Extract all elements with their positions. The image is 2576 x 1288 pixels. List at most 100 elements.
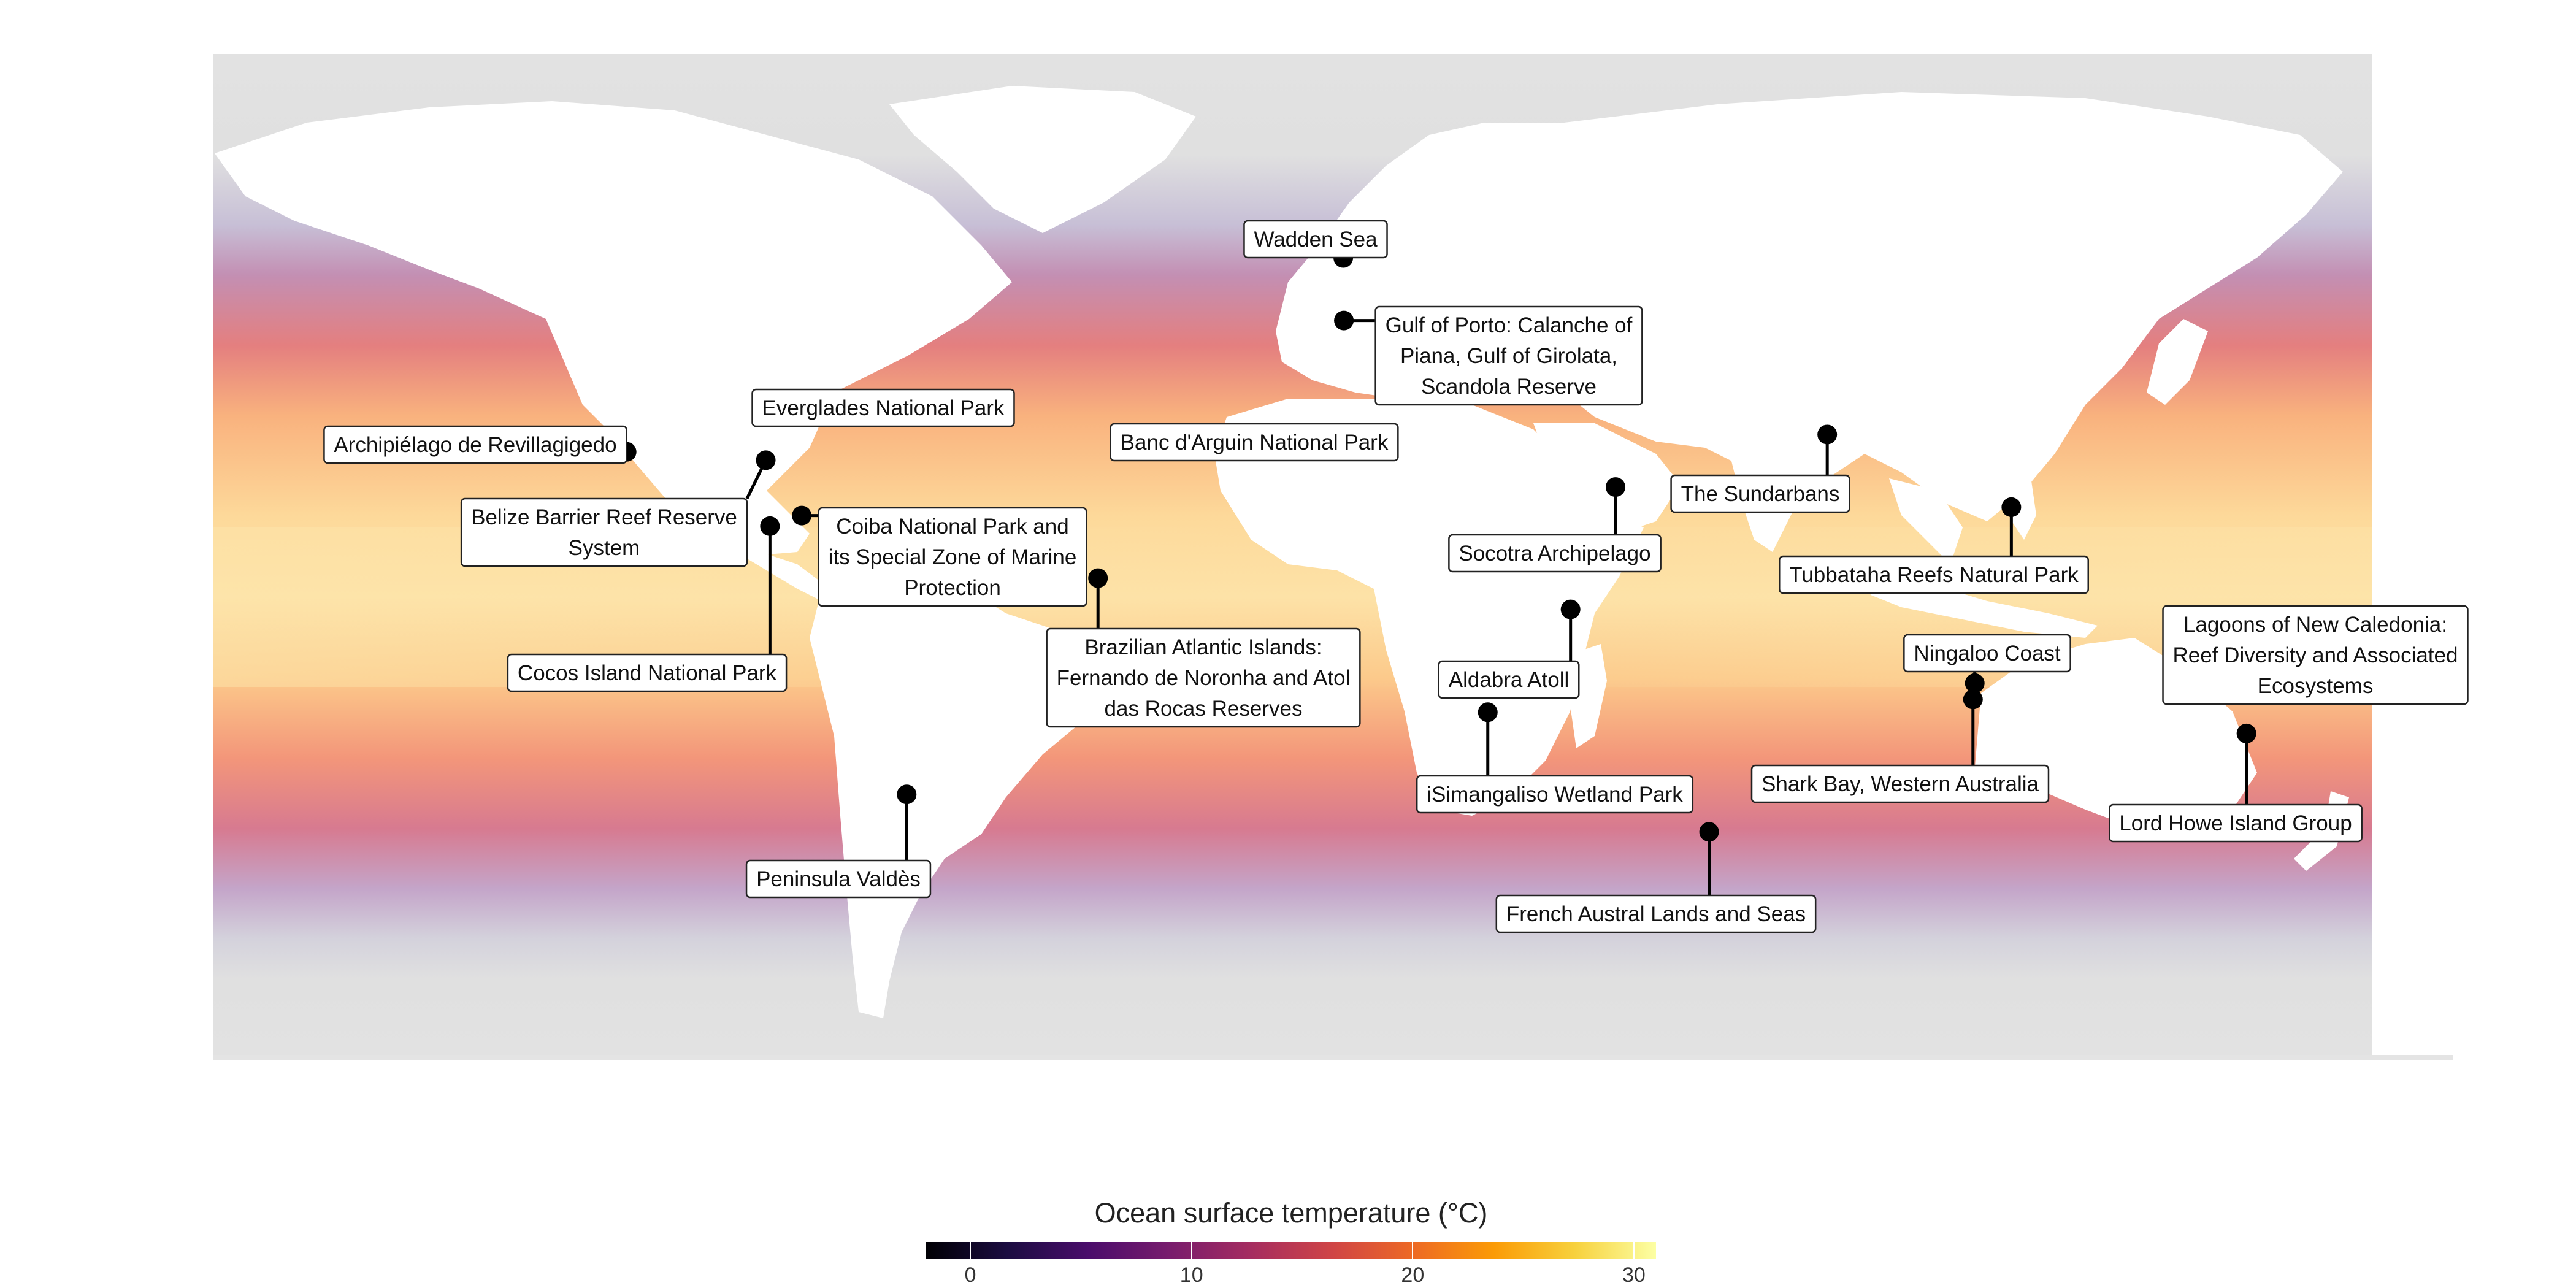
site-pin-dot[interactable] [1088,568,1108,588]
site-marker[interactable]: Wadden Sea [1243,220,1388,268]
site-marker[interactable]: Socotra Archipelago [1448,477,1662,573]
site-label-box [1438,660,1580,699]
site-label-box [1243,220,1388,259]
site-pin-dot[interactable] [2236,723,2256,743]
site-marker[interactable]: Banc d'Arguin National Park [1110,423,1399,462]
site-label: The Sundarbans [1681,482,1840,506]
site-label: Coiba National Park and its Special Zone … [829,515,1077,600]
site-label-line: Brazilian Atlantic Islands: [1084,635,1322,659]
site-label-line: Protection [904,576,1001,600]
site-label-box [1110,423,1399,462]
site-label-line: Coiba National Park and [836,515,1068,539]
legend-tick [970,1242,972,1259]
site-marker[interactable]: French Austral Lands and Seas [1495,822,1817,933]
site-label: Everglades National Park [762,396,1005,420]
site-label-line: Aldabra Atoll [1449,668,1570,692]
site-pin-dot[interactable] [1699,822,1719,842]
site-label-line: Socotra Archipelago [1459,542,1650,565]
site-pin-dot[interactable] [1560,599,1581,619]
site-label-line: Shark Bay, Western Australia [1761,772,2039,796]
site-label-box [1416,775,1694,814]
land-africa [1214,399,1644,816]
site-label-line: Ecosystems [2258,674,2374,698]
site-label-line: The Sundarbans [1681,482,1840,506]
site-pin-dot[interactable] [1965,673,1985,693]
site-label-box [2162,605,2469,705]
site-label-box [507,653,788,692]
site-label-line: Wadden Sea [1254,228,1378,251]
site-pins-layer: Wadden Sea Gulf of Porto: Calanche of Pian… [323,220,2469,933]
site-label-line: its Special Zone of Marine [829,545,1077,569]
legend-tick-label: 30 [1622,1263,1646,1287]
site-label: Socotra Archipelago [1459,542,1650,565]
site-pin-dot[interactable] [792,505,812,526]
site-label-box [1779,555,2089,594]
site-marker[interactable]: Brazilian Atlantic Islands: Fernando de N… [1046,568,1361,728]
legend-tick [1633,1242,1635,1259]
site-marker[interactable]: Coiba National Park and its Special Zone … [792,505,1087,607]
site-label-box [2109,803,2363,843]
legend-color-bar [926,1242,1656,1259]
site-label-box [460,497,748,567]
site-label-box [818,507,1087,607]
land-asia [1564,92,2343,521]
site-marker[interactable]: Archipiélago de Revillagigedo [323,425,637,464]
site-label-line: Tubbataha Reefs Natural Park [1789,563,2079,587]
site-marker[interactable]: Cocos Island National Park [507,516,788,692]
site-label-box [323,425,627,464]
site-pin-dot[interactable] [1334,310,1354,331]
legend-tick [1412,1242,1414,1259]
land-north-america [215,101,1012,555]
site-label: Archipiélago de Revillagigedo [334,433,616,457]
site-marker[interactable]: Lord Howe Island Group [2109,723,2363,843]
site-pin-dot[interactable] [1606,477,1626,497]
site-marker[interactable]: Peninsula Valdès [745,784,932,899]
site-pin-dot[interactable] [897,784,917,805]
site-pin-dot[interactable] [1478,702,1498,723]
site-marker[interactable]: Shark Bay, Western Australia [1750,689,2050,803]
site-label-box [1670,474,1850,513]
site-label-line: Piana, Gulf of Girolata, [1400,344,1617,368]
site-label-line: System [569,536,640,560]
site-pin-dot[interactable] [1963,689,1983,710]
site-label: Peninsula Valdès [756,867,921,891]
site-label-line: Lord Howe Island Group [2119,811,2352,835]
site-marker[interactable]: Everglades National Park [751,388,1015,427]
land-japan [2147,319,2208,405]
site-label: Belize Barrier Reef Reserve System [471,505,737,560]
site-label: Aldabra Atoll [1449,668,1570,692]
site-marker[interactable]: Gulf of Porto: Calanche of Piana, Gulf of… [1334,305,1643,406]
land-southeast-asia [1889,478,1963,564]
site-label-line: das Rocas Reserves [1105,697,1303,721]
land-antarctica [213,1055,2453,1060]
site-label-line: Belize Barrier Reef Reserve [471,505,737,529]
site-label-box [1903,634,2071,673]
site-pin-dot[interactable] [760,516,780,536]
site-label-box [745,859,932,899]
site-pin-dot[interactable] [2001,497,2022,517]
site-pin-dot[interactable] [1817,424,1838,445]
site-label: Lagoons of New Caledonia: Reef Diversity … [2173,613,2458,698]
site-marker[interactable]: Tubbataha Reefs Natural Park [1779,497,2089,594]
site-label: Wadden Sea [1254,228,1378,251]
site-label-line: Peninsula Valdès [756,867,921,891]
site-label-line: Gulf of Porto: Calanche of [1386,313,1633,337]
site-label: Cocos Island National Park [518,661,777,685]
site-marker[interactable]: Belize Barrier Reef Reserve System [460,450,776,567]
site-marker[interactable]: Lagoons of New Caledonia: Reef Diversity … [2162,605,2469,705]
site-label: French Austral Lands and Seas [1506,902,1806,926]
site-marker[interactable]: Aldabra Atoll [1438,599,1581,699]
land-south-america [810,570,1104,1018]
site-marker[interactable]: iSimangaliso Wetland Park [1416,702,1694,814]
temperature-legend: Ocean surface temperature (°C) 0 10 20 30 [926,1190,1656,1287]
site-marker[interactable]: Ningaloo Coast [1903,634,2071,693]
site-label: Gulf of Porto: Calanche of Piana, Gulf of… [1386,313,1633,399]
site-label-box [1750,764,2050,803]
site-label-line: Scandola Reserve [1421,375,1597,399]
site-marker[interactable]: The Sundarbans [1670,424,1850,513]
legend-title: Ocean surface temperature (°C) [1094,1197,1488,1229]
site-pin-dot[interactable] [756,450,776,470]
land-central-america [730,527,846,607]
land-arabia [1533,423,1681,534]
